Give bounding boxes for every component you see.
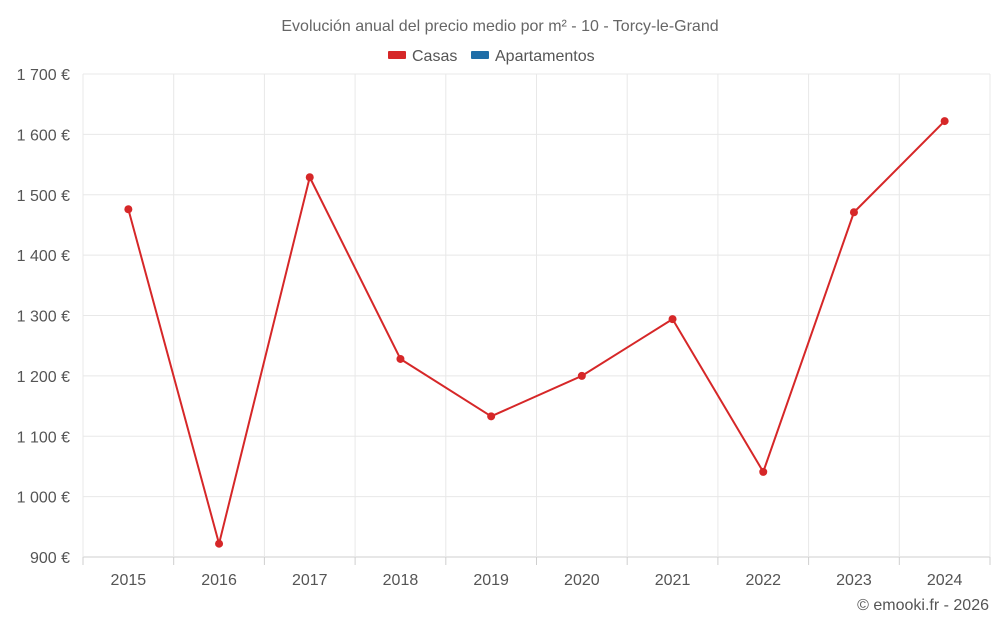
grid [82,73,991,558]
data-point [940,117,949,126]
x-tick-label: 2021 [655,572,691,589]
x-tick-label: 2020 [564,572,600,589]
legend-swatch-casas [388,51,406,59]
legend-label-casas: Casas [412,48,457,65]
legend-swatch-apartamentos [471,51,489,59]
y-tick-label: 1 700 € [17,67,70,84]
data-point [759,467,768,476]
y-tick-label: 1 100 € [17,429,70,446]
y-tick-label: 1 300 € [17,309,70,326]
data-point [487,412,496,421]
legend-item-casas[interactable]: Casas [388,48,457,65]
x-tick-label: 2024 [927,572,963,589]
legend: Casas Apartamentos [388,48,595,65]
y-tick-label: 900 € [30,550,70,567]
y-axis: 900 € 1 000 € 1 100 € 1 200 € 1 300 € 1 400 €… [17,67,70,567]
data-point [215,539,224,548]
data-point [124,205,133,214]
x-tick-label: 2016 [201,572,237,589]
data-point [668,315,677,324]
y-tick-label: 1 000 € [17,490,70,507]
y-tick-label: 1 200 € [17,369,70,386]
x-tick-label: 2019 [473,572,509,589]
x-tick-label: 2018 [383,572,419,589]
y-tick-label: 1 500 € [17,188,70,205]
series-casas [124,117,949,548]
data-point [849,208,858,217]
credit-text: © emooki.fr - 2026 [857,597,989,614]
series-line [127,120,946,545]
y-tick-label: 1 400 € [17,248,70,265]
x-tick-label: 2015 [111,572,147,589]
legend-item-apartamentos[interactable]: Apartamentos [471,48,595,65]
data-point [396,354,405,363]
x-tick-label: 2023 [836,572,872,589]
y-tick-label: 1 600 € [17,127,70,144]
legend-label-apartamentos: Apartamentos [495,48,595,65]
data-point [577,371,586,380]
chart-title: Evolución anual del precio medio por m² … [281,18,718,35]
data-point [305,173,314,182]
x-tick-label: 2022 [745,572,781,589]
x-axis: 2015 2016 2017 2018 2019 2020 2021 2022 2023 2024 [82,557,991,589]
x-tick-label: 2017 [292,572,328,589]
